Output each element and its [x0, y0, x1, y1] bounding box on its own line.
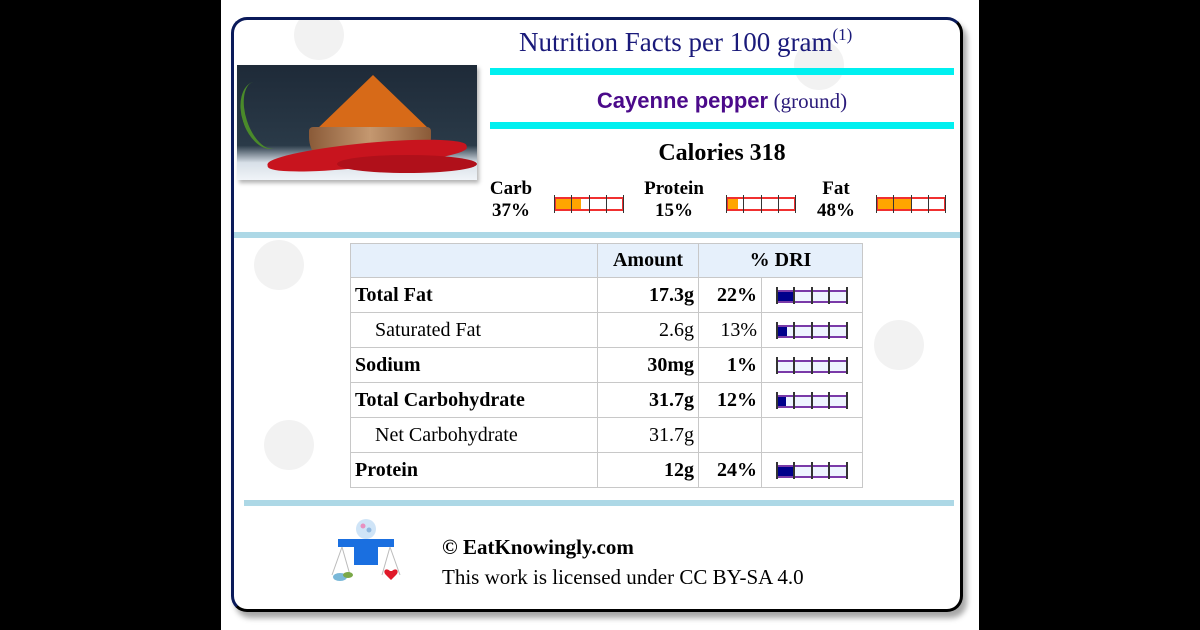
row-dri-bar [761, 382, 863, 418]
table-row: Saturated Fat 2.6g 13% [350, 312, 863, 348]
macro-label: Protein [644, 178, 704, 199]
watermark-icon [794, 40, 844, 90]
chili-shape [337, 155, 477, 173]
separator [244, 500, 954, 506]
watermark-icon [254, 240, 304, 290]
table-row: Net Carbohydrate 31.7g [350, 417, 863, 453]
header-dri: % DRI [698, 243, 863, 278]
table-row: Protein 12g 24% [350, 452, 863, 488]
header-name [350, 243, 598, 278]
watermark-icon [874, 320, 924, 370]
table-header-row: Amount % DRI [350, 243, 863, 278]
footer: © EatKnowingly.com This work is licensed… [442, 532, 804, 592]
row-name: Net Carbohydrate [350, 417, 598, 453]
macro-label: Carb [489, 178, 533, 199]
page: Nutrition Facts per 100 gram(1) Cayenne … [221, 0, 979, 630]
food-name-label: Cayenne pepper [596, 88, 769, 113]
macro-bar-fat [876, 195, 946, 213]
macro-bar-protein [726, 195, 796, 213]
macro-percent: 37% [492, 200, 530, 221]
row-amount: 31.7g [597, 382, 699, 418]
eatknowingly-logo-icon[interactable] [324, 517, 408, 587]
macro-carb: Carb 37% [484, 178, 538, 222]
row-dri-bar [761, 452, 863, 488]
table-row: Sodium 30mg 1% [350, 347, 863, 383]
row-name: Total Carbohydrate [350, 382, 598, 418]
table-row: Total Fat 17.3g 22% [350, 277, 863, 313]
row-dri-bar [761, 312, 863, 348]
row-amount: 30mg [597, 347, 699, 383]
food-qualifier: (ground) [773, 89, 848, 113]
macro-percent: 15% [655, 200, 693, 221]
nutrition-card: Nutrition Facts per 100 gram(1) Cayenne … [231, 17, 963, 612]
row-dri: 13% [698, 312, 762, 348]
cyan-rule-top [490, 68, 954, 75]
page-title: Nutrition Facts per 100 gram(1) [519, 25, 852, 58]
row-dri [698, 417, 762, 453]
row-amount: 2.6g [597, 312, 699, 348]
row-name: Sodium [350, 347, 598, 383]
row-amount: 31.7g [597, 417, 699, 453]
macro-label: Fat [822, 178, 850, 199]
food-image [237, 65, 477, 180]
table-row: Total Carbohydrate 31.7g 12% [350, 382, 863, 418]
calories: Calories 318 [658, 140, 786, 166]
row-amount: 17.3g [597, 277, 699, 313]
powder-shape [315, 75, 431, 131]
row-dri: 24% [698, 452, 762, 488]
title-text: Nutrition Facts per 100 gram [519, 27, 833, 57]
watermark-icon [264, 420, 314, 470]
nutrition-table: Amount % DRI Total Fat 17.3g 22% Saturat… [350, 243, 863, 488]
header-amount: Amount [597, 243, 699, 278]
row-amount: 12g [597, 452, 699, 488]
food-name: Cayenne pepper (ground) [490, 88, 954, 114]
row-name: Protein [350, 452, 598, 488]
footnote-marker[interactable]: (1) [832, 25, 853, 44]
row-dri: 22% [698, 277, 762, 313]
cyan-rule-bottom [490, 122, 954, 129]
row-dri-bar [761, 277, 863, 313]
separator [234, 232, 960, 238]
macro-fat: Fat 48% [812, 178, 860, 222]
row-dri-bar-empty [761, 417, 863, 453]
chili-stem-shape [237, 74, 296, 156]
macro-bar-carb [554, 195, 624, 213]
license-text[interactable]: This work is licensed under CC BY-SA 4.0 [442, 565, 804, 589]
row-dri: 12% [698, 382, 762, 418]
row-name: Total Fat [350, 277, 598, 313]
copyright-link[interactable]: © EatKnowingly.com [442, 535, 634, 559]
row-name: Saturated Fat [350, 312, 598, 348]
macro-protein: Protein 15% [634, 178, 714, 222]
watermark-icon [294, 20, 344, 60]
row-dri: 1% [698, 347, 762, 383]
row-dri-bar [761, 347, 863, 383]
macro-percent: 48% [817, 200, 855, 221]
